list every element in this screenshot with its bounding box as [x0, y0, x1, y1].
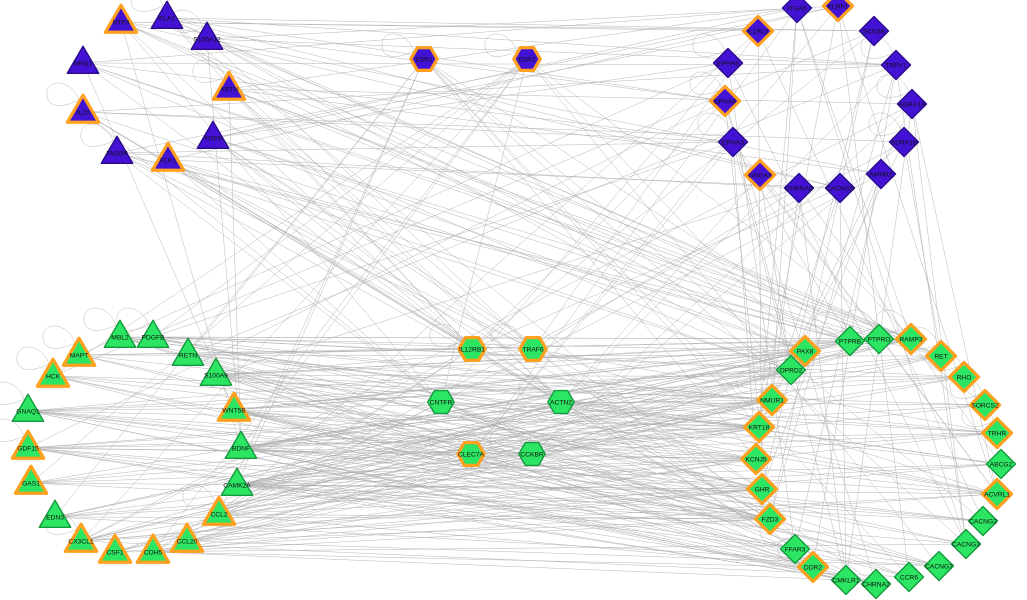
svg-text:ADRA1B: ADRA1B — [891, 140, 918, 147]
svg-text:FFAR3: FFAR3 — [785, 547, 806, 554]
svg-text:PTPRB: PTPRB — [839, 339, 862, 346]
svg-text:DDR2: DDR2 — [804, 565, 822, 572]
svg-text:NTF3: NTF3 — [113, 20, 130, 27]
svg-text:GAS1: GAS1 — [22, 481, 40, 488]
svg-text:FLA1: FLA1 — [159, 16, 175, 23]
svg-text:S100A12: S100A12 — [193, 37, 221, 44]
svg-text:SCN3B: SCN3B — [863, 29, 886, 36]
svg-text:BDNF: BDNF — [232, 446, 250, 453]
svg-text:TRAF6: TRAF6 — [522, 347, 543, 354]
svg-text:ITGA5: ITGA5 — [787, 6, 807, 13]
svg-text:FZD3: FZD3 — [762, 517, 779, 524]
svg-text:KRT18: KRT18 — [749, 425, 770, 432]
svg-text:S100A9: S100A9 — [204, 373, 228, 380]
svg-text:CCR6: CCR6 — [900, 575, 918, 582]
svg-text:ESR2: ESR2 — [518, 57, 536, 64]
svg-text:EPHA5: EPHA5 — [717, 61, 739, 68]
svg-text:EDN3: EDN3 — [46, 515, 64, 522]
svg-text:ACTN2: ACTN2 — [550, 400, 572, 407]
svg-text:GNAQ1: GNAQ1 — [16, 409, 40, 416]
svg-text:MAPT: MAPT — [70, 353, 89, 360]
svg-text:CNTFR: CNTFR — [430, 400, 453, 407]
svg-text:EPHA3: EPHA3 — [722, 140, 744, 147]
svg-text:PAX8: PAX8 — [797, 349, 814, 356]
svg-text:PDGFB: PDGFB — [141, 335, 165, 342]
svg-text:CDH5: CDH5 — [144, 550, 162, 557]
svg-text:GNGA3: GNGA3 — [748, 173, 772, 180]
svg-text:HCK: HCK — [46, 374, 61, 381]
svg-text:AMHR2: AMHR2 — [869, 172, 893, 179]
svg-text:CACNG5: CACNG5 — [826, 186, 854, 193]
svg-text:GDF15: GDF15 — [17, 446, 39, 453]
svg-text:GHR: GHR — [755, 487, 770, 494]
svg-text:CHRNA2: CHRNA2 — [862, 582, 890, 589]
svg-text:PTPRO: PTPRO — [867, 337, 890, 344]
svg-text:CX3CL1: CX3CL1 — [68, 539, 94, 546]
svg-text:IL20: IL20 — [76, 110, 89, 117]
svg-text:FLK1: FLK1 — [160, 158, 176, 165]
svg-text:KLRF1: KLRF1 — [828, 4, 849, 11]
svg-text:OPRD2: OPRD2 — [779, 368, 802, 375]
svg-text:CACNG2: CACNG2 — [969, 519, 997, 526]
svg-text:CSF1: CSF1 — [106, 550, 123, 557]
svg-text:FGF9: FGF9 — [204, 136, 221, 143]
svg-text:CCL2: CCL2 — [210, 512, 227, 519]
svg-text:ARTN: ARTN — [220, 87, 238, 94]
svg-text:CACNG3: CACNG3 — [952, 542, 980, 549]
svg-text:TRPV1: TRPV1 — [885, 63, 907, 70]
svg-text:RHO: RHO — [957, 375, 972, 382]
svg-text:NMUR1: NMUR1 — [760, 398, 784, 405]
svg-text:IL12RB1: IL12RB1 — [459, 347, 485, 354]
svg-text:CCL20: CCL20 — [177, 539, 198, 546]
svg-text:CMKLR1: CMKLR1 — [832, 578, 859, 585]
svg-text:ADRA1A: ADRA1A — [899, 102, 926, 109]
svg-text:CLEC7A: CLEC7A — [458, 452, 485, 459]
svg-text:CAMK2A: CAMK2A — [223, 483, 251, 490]
svg-text:CACNG7: CACNG7 — [925, 564, 953, 571]
svg-text:CHRNA5: CHRNA5 — [785, 186, 813, 193]
svg-text:WNT5B: WNT5B — [222, 408, 246, 415]
svg-text:RET: RET — [934, 354, 947, 361]
svg-text:KCNJ5: KCNJ5 — [745, 457, 766, 464]
svg-text:FN1BP: FN1BP — [106, 151, 128, 158]
svg-text:MBL2: MBL2 — [111, 335, 129, 342]
svg-text:ACVRL1: ACVRL1 — [984, 492, 1010, 499]
svg-text:CCKBR: CCKBR — [520, 452, 544, 459]
svg-text:RETN: RETN — [179, 353, 197, 360]
svg-text:TRHR: TRHR — [988, 431, 1007, 438]
svg-text:SORCS2: SORCS2 — [971, 403, 999, 410]
svg-text:ESR1: ESR1 — [415, 57, 433, 64]
svg-text:IL1RL2: IL1RL2 — [747, 29, 769, 36]
svg-text:EPHA4: EPHA4 — [714, 99, 736, 106]
svg-text:RAMP3: RAMP3 — [899, 337, 922, 344]
svg-text:NRG1: NRG1 — [74, 61, 93, 68]
svg-text:ABCG2: ABCG2 — [990, 462, 1013, 469]
